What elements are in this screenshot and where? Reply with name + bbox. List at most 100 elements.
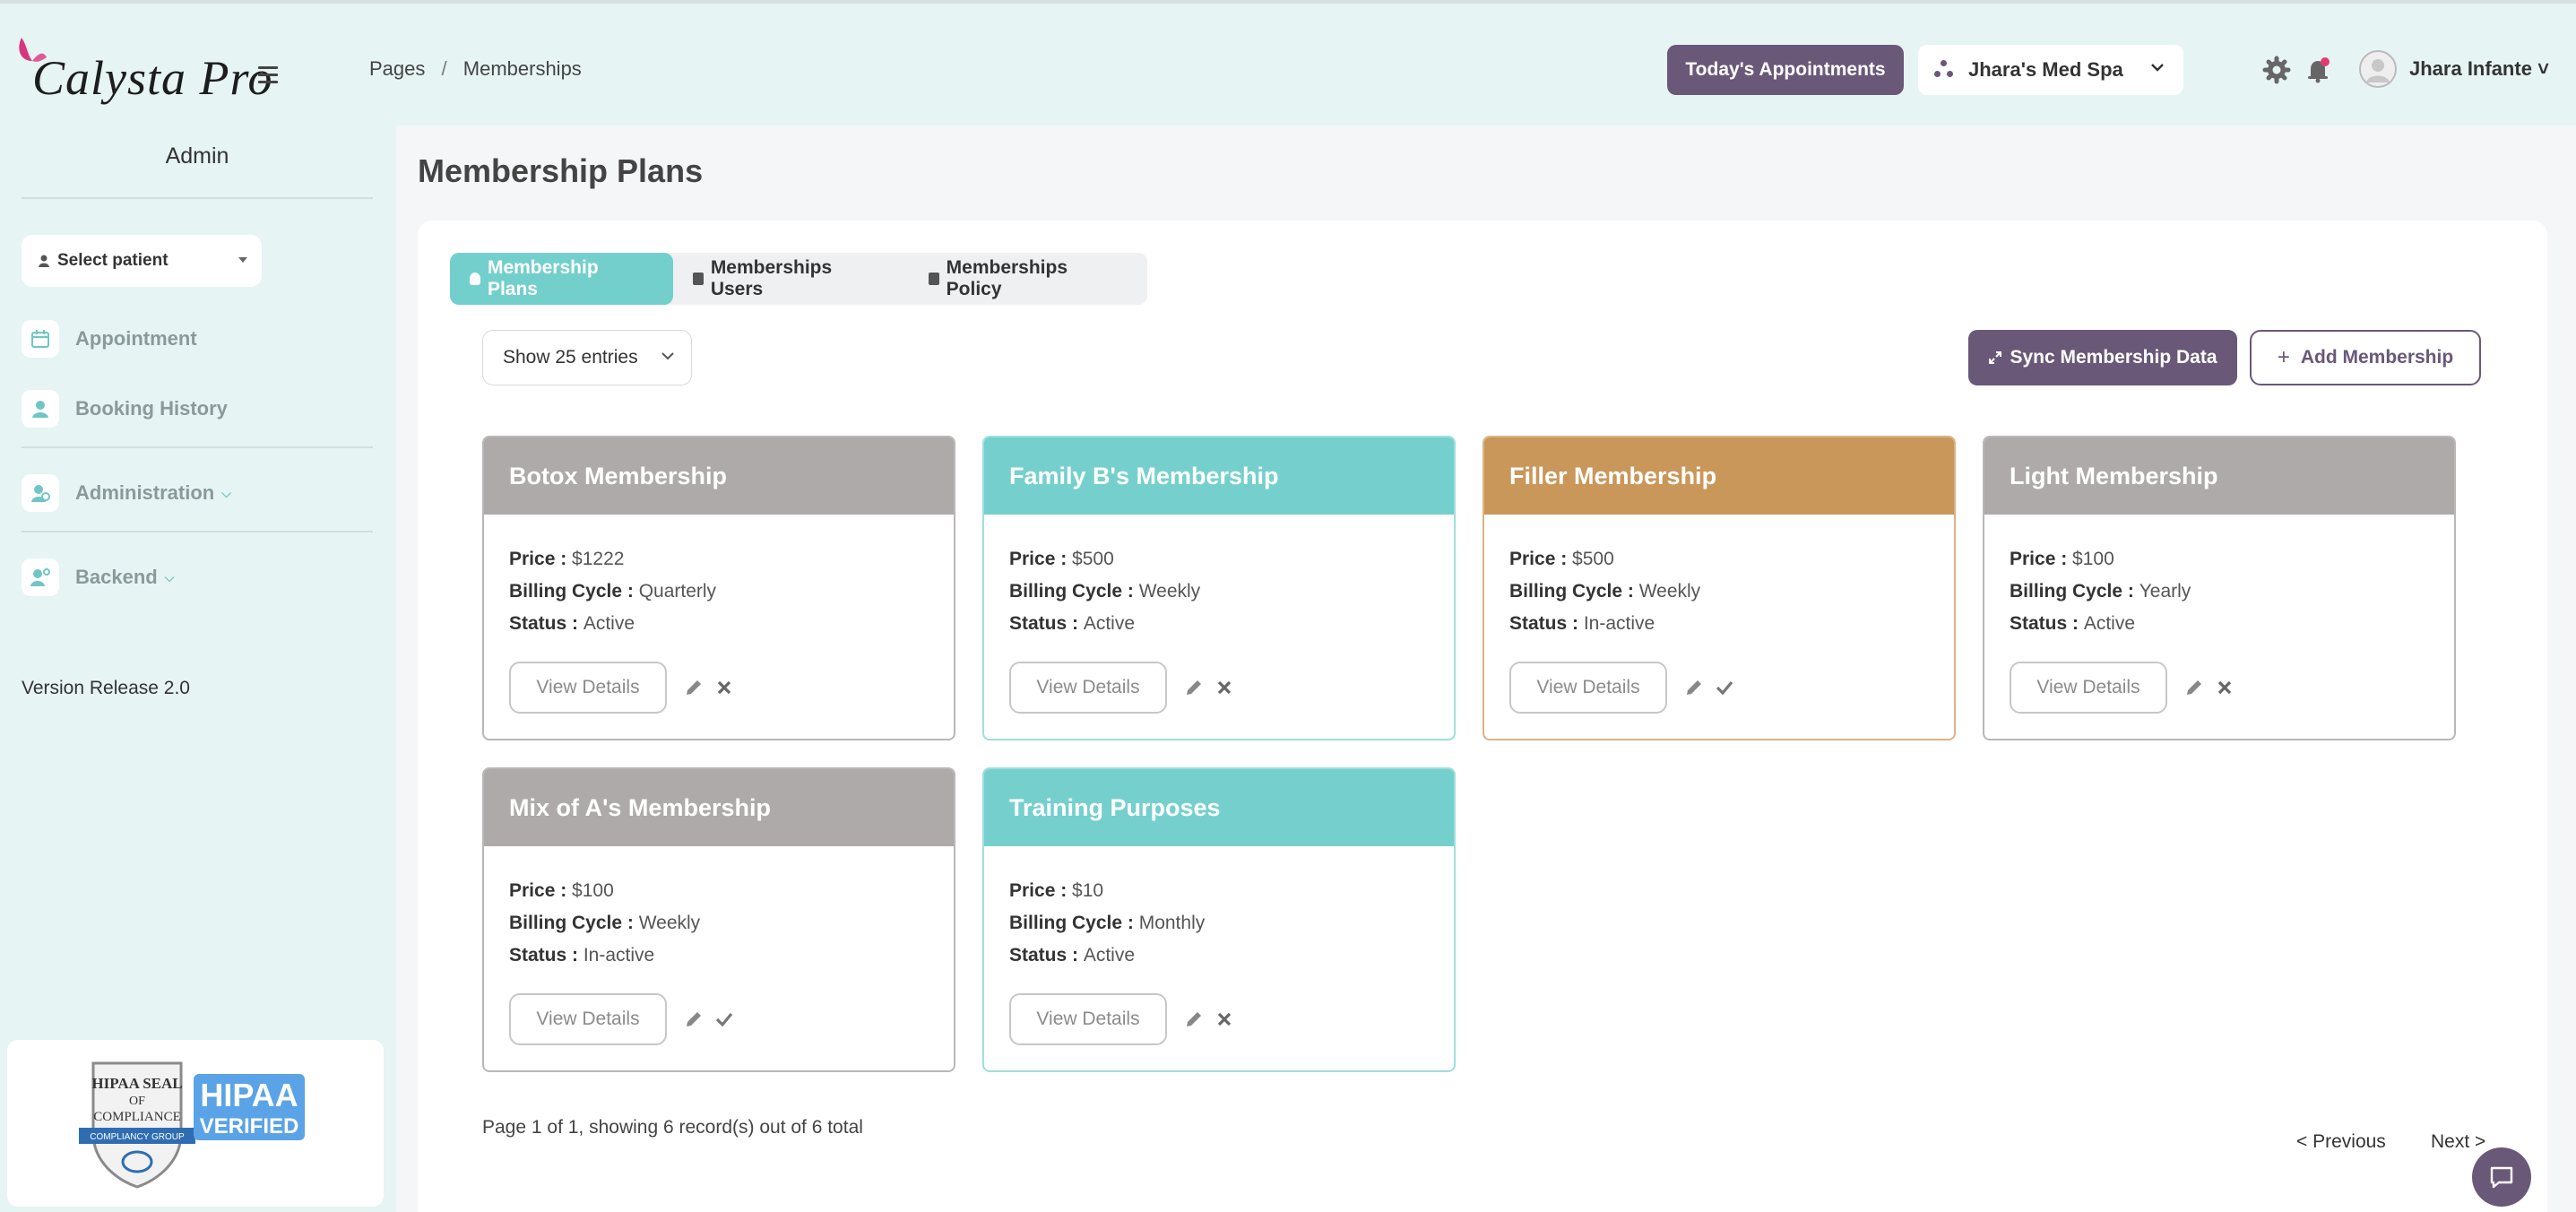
card-billing: Weekly [1638,581,1701,602]
backend-icon [22,558,59,596]
membership-card: Mix of A's Membership Price : $100 Billi… [482,767,955,1072]
sidebar-title: Admin [165,143,229,169]
previous-page-link[interactable]: < Previous [2296,1131,2386,1152]
close-icon[interactable] [1214,677,1235,698]
spa-select[interactable]: Jhara's Med Spa [1918,45,2183,95]
sidebar-item-backend[interactable]: Backend ⌵ [22,556,174,599]
view-details-button[interactable]: View Details [509,993,667,1045]
next-page-link[interactable]: Next > [2431,1131,2486,1152]
select-patient-label: Select patient [57,251,169,270]
chat-button[interactable] [2472,1147,2531,1207]
tab-label: Memberships Policy [946,257,1068,299]
page-title: Membership Plans [418,152,704,189]
card-price-row: Price : $1222 [509,549,625,569]
view-details-button[interactable]: View Details [2010,662,2167,714]
card-status: In-active [1583,613,1655,634]
tab-membership-plans[interactable]: Membership Plans [450,253,673,305]
card-billing-row: Billing Cycle : Weekly [1509,581,1701,602]
tab-memberships-users[interactable]: Memberships Users [673,253,909,305]
caret-down-icon [238,257,247,263]
spa-select-value: Jhara's Med Spa [1968,58,2123,81]
close-icon[interactable] [713,677,735,698]
tab-bar: Membership Plans Memberships Users Membe… [450,253,1147,305]
spa-icon [1934,60,1954,80]
sync-button-label: Sync Membership Data [2010,347,2217,368]
menu-toggle-icon[interactable] [258,66,278,83]
version-label: Version Release 2.0 [22,678,190,698]
pagination-info: Page 1 of 1, showing 6 record(s) out of … [482,1117,863,1138]
sidebar-item-booking-history[interactable]: Booking History [22,387,228,430]
pencil-icon[interactable] [1183,1009,1205,1030]
sidebar-divider [22,446,373,448]
seal-ribbon: COMPLIANCY GROUP [90,1132,185,1142]
todays-appointments-button[interactable]: Today's Appointments [1667,45,1904,95]
calysta-logo[interactable]: Calysta Pro [14,34,272,106]
select-patient-dropdown[interactable]: Select patient [22,235,262,287]
breadcrumb-parent[interactable]: Pages [369,57,426,80]
card-status-row: Status : Active [1009,945,1136,965]
card-billing: Monthly [1138,913,1206,933]
pencil-icon[interactable] [2183,677,2205,698]
card-status: Active [1083,945,1136,965]
main-content: Membership Plans Membership Plans Member… [396,126,2576,1212]
card-status: In-active [583,945,655,965]
sidebar: Admin Select patient Appointment Booking… [0,126,394,1212]
plus-icon: + [2277,345,2290,369]
checkmark-icon[interactable] [713,1009,735,1030]
card-title: Botox Membership [484,437,954,515]
view-details-button[interactable]: View Details [509,662,667,714]
card-title: Family B's Membership [984,437,1454,515]
card-billing: Weekly [1138,581,1201,602]
card-status-row: Status : Active [509,613,635,634]
bell-icon[interactable] [2304,56,2332,84]
add-membership-button[interactable]: + Add Membership [2250,330,2481,385]
membership-panel: Membership Plans Memberships Users Membe… [418,221,2547,1212]
tab-memberships-policy[interactable]: Memberships Policy [909,253,1147,305]
top-header: Calysta Pro Pages / Memberships Today's … [0,0,2576,126]
hipaa-badge-top: HIPAA [200,1077,298,1113]
membership-card: Filler Membership Price : $500 Billing C… [1482,436,1956,740]
chevron-down-icon [2151,64,2164,72]
sidebar-item-label: Appointment [75,327,197,350]
card-status: Active [1083,613,1136,634]
gear-icon[interactable] [2262,56,2291,84]
pencil-icon[interactable] [1683,677,1705,698]
checkmark-icon[interactable] [1714,677,1735,698]
chevron-down-icon: ⌵ [164,569,175,584]
entries-per-page-select[interactable]: Show 25 entries [482,330,692,385]
pencil-icon[interactable] [1183,677,1205,698]
card-status: Active [583,613,635,634]
membership-card: Botox Membership Price : $1222 Billing C… [482,436,955,740]
seal-line: HIPAA SEAL [91,1075,182,1092]
tab-label: Membership Plans [487,257,599,299]
admin-icon [22,474,59,512]
card-billing-row: Billing Cycle : Weekly [1009,581,1201,602]
user-menu[interactable]: Jhara Infante ˅ [2409,57,2549,81]
card-billing-row: Billing Cycle : Weekly [509,913,701,933]
card-title: Light Membership [1984,437,2454,515]
sidebar-item-administration[interactable]: Administration ⌵ [22,472,231,515]
view-details-button[interactable]: View Details [1509,662,1667,714]
card-billing-row: Billing Cycle : Monthly [1009,913,1206,933]
view-details-button[interactable]: View Details [1009,662,1167,714]
card-billing: Quarterly [638,581,717,602]
close-icon[interactable] [1214,1009,1235,1030]
sidebar-divider [22,197,373,199]
card-status-row: Status : In-active [1509,613,1655,634]
membership-card: Family B's Membership Price : $500 Billi… [982,436,1456,740]
sidebar-item-appointment[interactable]: Appointment [22,317,197,360]
sidebar-item-label: Booking History [75,397,228,420]
avatar[interactable] [2359,50,2397,88]
pencil-icon[interactable] [683,1009,705,1030]
add-button-label: Add Membership [2300,347,2454,368]
pencil-icon[interactable] [683,677,705,698]
close-icon[interactable] [2214,677,2235,698]
card-price: $500 [1572,549,1614,569]
sync-membership-data-button[interactable]: Sync Membership Data [1968,330,2237,385]
view-details-button[interactable]: View Details [1009,993,1167,1045]
user-icon [470,273,480,285]
card-price-row: Price : $10 [1009,880,1104,901]
document-icon [928,273,939,285]
document-icon [692,273,704,285]
user-chevron-icon: ˅ [2537,57,2549,80]
